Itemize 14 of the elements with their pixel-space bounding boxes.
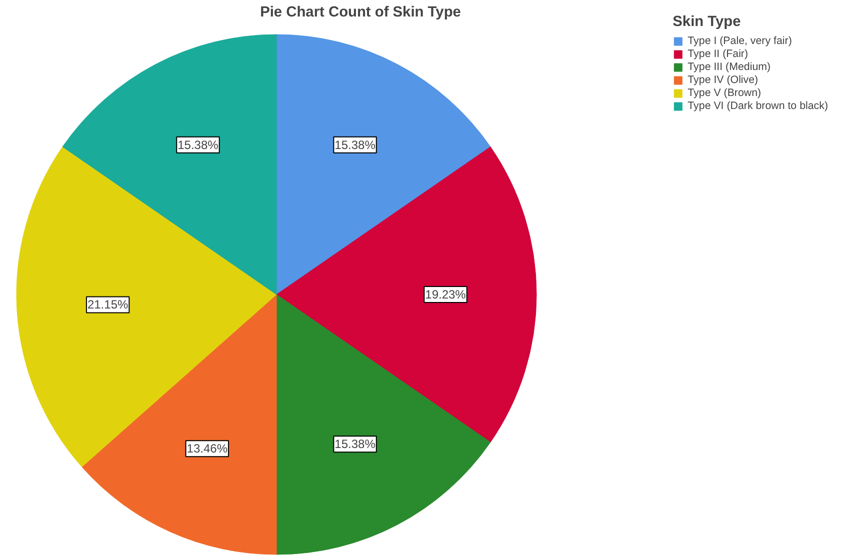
legend-title: Skin Type [672, 14, 742, 30]
data-label: 15.38% [178, 138, 219, 152]
legend-label: Type IV (Olive) [688, 74, 758, 86]
data-label: 15.38% [334, 437, 376, 452]
chart-title: Pie Chart Count of Skin Type [260, 4, 461, 20]
legend-label: Type V (Brown) [688, 87, 762, 99]
data-label: 19.23% [425, 288, 466, 302]
legend-label: Type VI (Dark brown to black) [688, 100, 828, 112]
data-label: 13.46% [186, 442, 228, 456]
legend-label: Type III (Medium) [688, 61, 771, 73]
legend-label: Type I (Pale, very fair) [688, 35, 792, 47]
data-label: 15.38% [334, 138, 376, 152]
legend-label: Type II (Fair) [688, 48, 748, 60]
data-label: 21.15% [87, 298, 128, 312]
